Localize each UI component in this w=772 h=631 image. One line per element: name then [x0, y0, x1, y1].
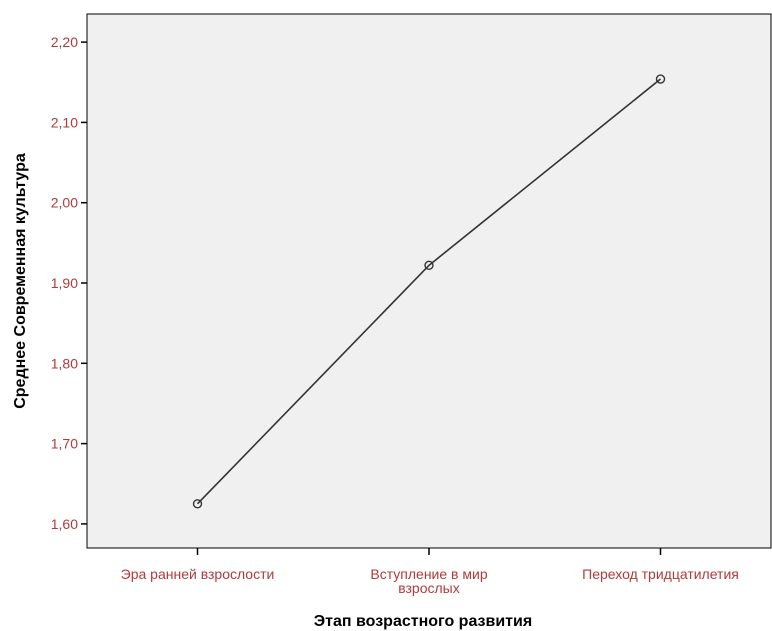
y-axis-title: Среднее Современная культура	[12, 153, 29, 409]
x-tick-label: Вступление в мир взрослых	[370, 566, 487, 596]
y-axis-ticks: 1,60 1,70 1,80 1,90 2,00 2,10 2,20	[51, 34, 87, 532]
series-line	[196, 78, 662, 505]
y-tick-label: 1,60	[51, 516, 78, 532]
plot-area	[86, 13, 772, 549]
y-tick-label: 1,80	[51, 355, 78, 371]
data-points	[192, 74, 666, 509]
data-point	[192, 499, 203, 509]
y-tick-label: 2,20	[51, 34, 78, 50]
x-axis-title: Этап возрастного развития	[314, 613, 532, 630]
data-point	[655, 74, 666, 84]
data-point	[424, 260, 434, 271]
x-tick-label: Переход тридцатилетия	[582, 566, 739, 582]
x-tick-label: Эра ранней взрослости	[121, 566, 275, 582]
y-tick-label: 1,70	[51, 436, 78, 452]
x-axis-ticks: Эра ранней взрослости Вступление в мир взр…	[121, 548, 739, 596]
y-tick-label: 1,90	[51, 275, 78, 291]
y-tick-label: 2,10	[51, 114, 78, 130]
y-tick-label: 2,00	[51, 195, 78, 211]
